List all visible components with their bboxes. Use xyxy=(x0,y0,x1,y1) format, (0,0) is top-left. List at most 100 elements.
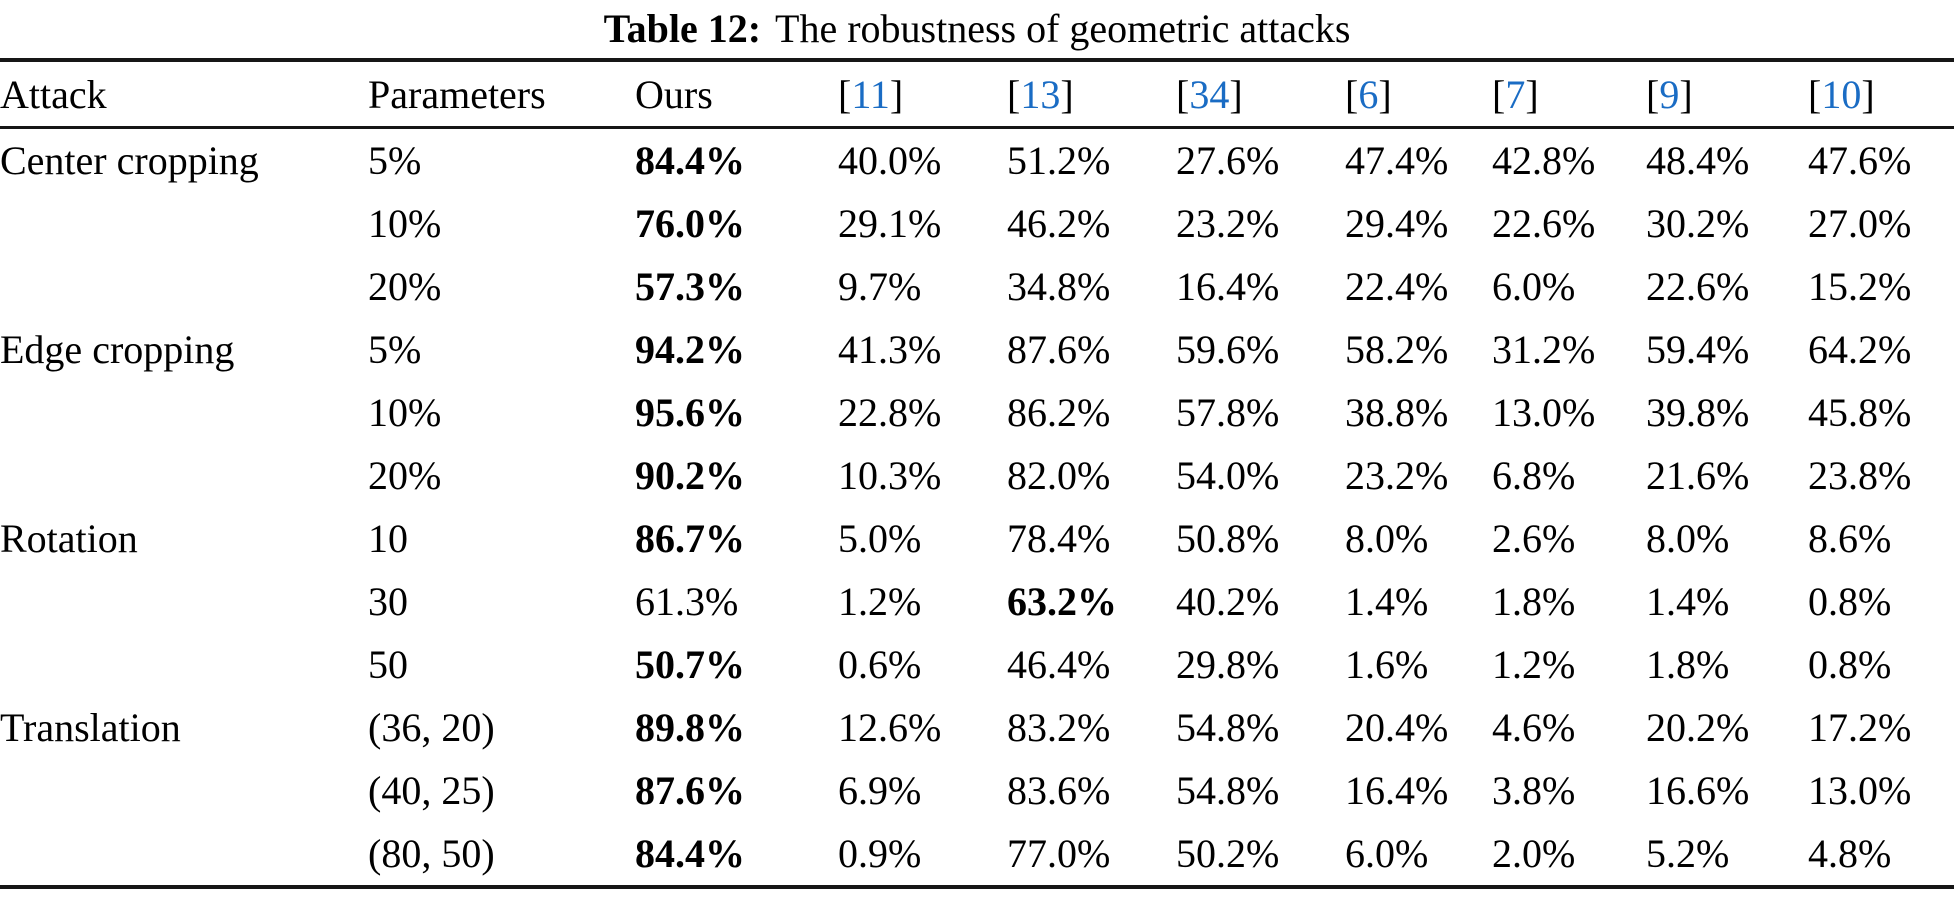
value-cell: 38.8% xyxy=(1345,390,1449,435)
column-header-citation-11: [11] xyxy=(838,60,1007,129)
value-cell: 84.4% xyxy=(635,138,745,183)
value-cell: 54.8% xyxy=(1176,705,1280,750)
value-cell: 5.2% xyxy=(1646,831,1730,876)
table-row: 10% 76.0% 29.1% 46.2% 23.2% 29.4% 22.6% 30.2% 27… xyxy=(0,192,1954,255)
value-cell: 29.1% xyxy=(838,201,942,246)
parameters-cell: 10 xyxy=(368,516,408,561)
value-cell: 1.2% xyxy=(838,579,922,624)
value-cell: 50.8% xyxy=(1176,516,1280,561)
value-cell: 54.8% xyxy=(1176,768,1280,813)
value-cell: 16.4% xyxy=(1345,768,1449,813)
column-header-citation-7: [7] xyxy=(1492,60,1646,129)
value-cell: 27.6% xyxy=(1176,138,1280,183)
value-cell: 31.2% xyxy=(1492,327,1596,372)
value-cell: 1.4% xyxy=(1345,579,1429,624)
value-cell: 48.4% xyxy=(1646,138,1750,183)
attack-cell: Center cropping xyxy=(0,138,259,183)
parameters-cell: 30 xyxy=(368,579,408,624)
value-cell: 2.6% xyxy=(1492,516,1576,561)
value-cell: 47.6% xyxy=(1808,138,1912,183)
citation-number[interactable]: 11 xyxy=(851,71,890,117)
citation-number[interactable]: 6 xyxy=(1358,71,1379,117)
attack-cell xyxy=(0,444,368,507)
column-header-citation-10: [10] xyxy=(1808,60,1954,129)
value-cell: 13.0% xyxy=(1492,390,1596,435)
parameters-cell: 10% xyxy=(368,201,442,246)
value-cell: 17.2% xyxy=(1808,705,1912,750)
value-cell: 27.0% xyxy=(1808,201,1912,246)
value-cell: 34.8% xyxy=(1007,264,1111,309)
value-cell: 4.8% xyxy=(1808,831,1892,876)
parameters-cell: 20% xyxy=(368,264,442,309)
table-row: 30 61.3% 1.2% 63.2% 40.2% 1.4% 1.8% 1.4% 0.8% xyxy=(0,570,1954,633)
value-cell: 13.0% xyxy=(1808,768,1912,813)
parameters-cell: (80, 50) xyxy=(368,831,495,876)
table-body: Center cropping 5% 84.4% 40.0% 51.2% 27.6% 47.… xyxy=(0,128,1954,888)
value-cell: 50.2% xyxy=(1176,831,1280,876)
value-cell: 23.8% xyxy=(1808,453,1912,498)
column-header-citation-34: [34] xyxy=(1176,60,1345,129)
parameters-cell: (40, 25) xyxy=(368,768,495,813)
value-cell: 22.4% xyxy=(1345,264,1449,309)
value-cell: 87.6% xyxy=(1007,327,1111,372)
attack-cell: Translation xyxy=(0,705,181,750)
value-cell: 86.2% xyxy=(1007,390,1111,435)
table-row: Translation (36, 20) 89.8% 12.6% 83.2% 54.8% 2… xyxy=(0,696,1954,759)
value-cell: 42.8% xyxy=(1492,138,1596,183)
value-cell: 1.2% xyxy=(1492,642,1576,687)
attack-cell xyxy=(0,192,368,255)
value-cell: 0.6% xyxy=(838,642,922,687)
value-cell: 83.6% xyxy=(1007,768,1111,813)
value-cell: 76.0% xyxy=(635,201,745,246)
table-caption: Table 12: The robustness of geometric att… xyxy=(0,0,1954,58)
value-cell: 61.3% xyxy=(635,579,739,624)
value-cell: 30.2% xyxy=(1646,201,1750,246)
table-row: 10% 95.6% 22.8% 86.2% 57.8% 38.8% 13.0% 39.8% 45… xyxy=(0,381,1954,444)
value-cell: 46.2% xyxy=(1007,201,1111,246)
value-cell: 78.4% xyxy=(1007,516,1111,561)
attack-cell xyxy=(0,633,368,696)
value-cell: 0.8% xyxy=(1808,642,1892,687)
value-cell: 87.6% xyxy=(635,768,745,813)
value-cell: 6.0% xyxy=(1492,264,1576,309)
value-cell: 3.8% xyxy=(1492,768,1576,813)
value-cell: 21.6% xyxy=(1646,453,1750,498)
table-row: 20% 90.2% 10.3% 82.0% 54.0% 23.2% 6.8% 21.6% 23.… xyxy=(0,444,1954,507)
value-cell: 0.8% xyxy=(1808,579,1892,624)
value-cell: 6.9% xyxy=(838,768,922,813)
value-cell: 6.8% xyxy=(1492,453,1576,498)
table-row: Rotation 10 86.7% 5.0% 78.4% 50.8% 8.0% 2.6% 8.0… xyxy=(0,507,1954,570)
citation-number[interactable]: 7 xyxy=(1505,71,1526,117)
value-cell: 59.6% xyxy=(1176,327,1280,372)
value-cell: 10.3% xyxy=(838,453,942,498)
table-row: 20% 57.3% 9.7% 34.8% 16.4% 22.4% 6.0% 22.6% 15.2… xyxy=(0,255,1954,318)
value-cell: 20.2% xyxy=(1646,705,1750,750)
citation-number[interactable]: 9 xyxy=(1659,71,1680,117)
parameters-cell: 10% xyxy=(368,390,442,435)
column-header-ours: Ours xyxy=(635,60,838,129)
table-header: Attack Parameters Ours [11] [13] [34] [6] [7] [9… xyxy=(0,60,1954,129)
value-cell: 40.0% xyxy=(838,138,942,183)
value-cell: 51.2% xyxy=(1007,138,1111,183)
value-cell: 45.8% xyxy=(1808,390,1912,435)
value-cell: 6.0% xyxy=(1345,831,1429,876)
parameters-cell: 20% xyxy=(368,453,442,498)
value-cell: 29.4% xyxy=(1345,201,1449,246)
value-cell: 8.0% xyxy=(1646,516,1730,561)
value-cell: 29.8% xyxy=(1176,642,1280,687)
citation-number[interactable]: 13 xyxy=(1020,71,1061,117)
value-cell: 9.7% xyxy=(838,264,922,309)
value-cell: 23.2% xyxy=(1345,453,1449,498)
citation-number[interactable]: 34 xyxy=(1189,71,1230,117)
attack-cell: Edge cropping xyxy=(0,327,235,372)
value-cell: 22.6% xyxy=(1646,264,1750,309)
table-row: (80, 50) 84.4% 0.9% 77.0% 50.2% 6.0% 2.0% 5.2% 4… xyxy=(0,822,1954,887)
value-cell: 1.8% xyxy=(1646,642,1730,687)
value-cell: 58.2% xyxy=(1345,327,1449,372)
table-row: Edge cropping 5% 94.2% 41.3% 87.6% 59.6% 58.2%… xyxy=(0,318,1954,381)
value-cell: 54.0% xyxy=(1176,453,1280,498)
citation-number[interactable]: 10 xyxy=(1821,71,1862,117)
value-cell: 12.6% xyxy=(838,705,942,750)
attack-cell: Rotation xyxy=(0,516,138,561)
